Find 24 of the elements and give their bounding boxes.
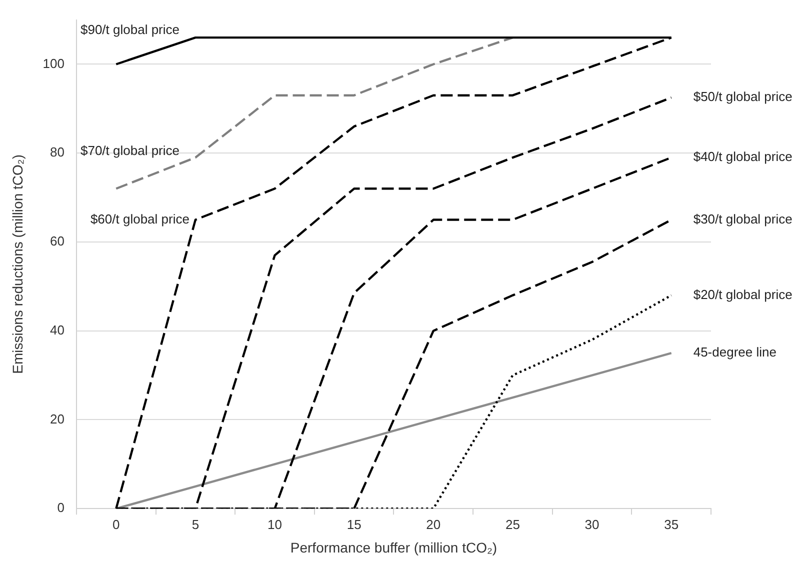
x-tick-label: 0 [112,516,120,532]
series-label: $60/t global price [90,211,190,226]
y-tick-label: 80 [50,144,64,160]
y-tick-label: 0 [57,500,64,516]
x-axis-title: Performance buffer (million tCO₂) [290,539,498,556]
y-axis-title: Emissions reductions (million tCO₂) [9,154,26,374]
x-tick-label: 5 [192,516,200,532]
x-tick-label: 10 [268,516,282,532]
x-tick-label: 20 [426,516,441,532]
series-label: $50/t global price [693,89,792,104]
series-label: $30/t global price [693,211,792,226]
x-tick-label: 25 [505,516,520,532]
x-tick-label: 35 [664,516,679,532]
y-tick-label: 100 [42,56,64,71]
series-label: $70/t global price [80,142,180,158]
series-label: $90/t global price [80,22,180,38]
x-tick-label: 30 [584,516,600,532]
y-tick-label: 20 [50,411,64,426]
series-label: $40/t global price [693,149,792,164]
y-tick-label: 60 [50,234,64,249]
series-label: $20/t global price [693,286,792,302]
x-tick-label: 15 [346,516,362,532]
series-label: 45-degree line [693,344,776,360]
y-tick-label: 40 [50,322,64,338]
